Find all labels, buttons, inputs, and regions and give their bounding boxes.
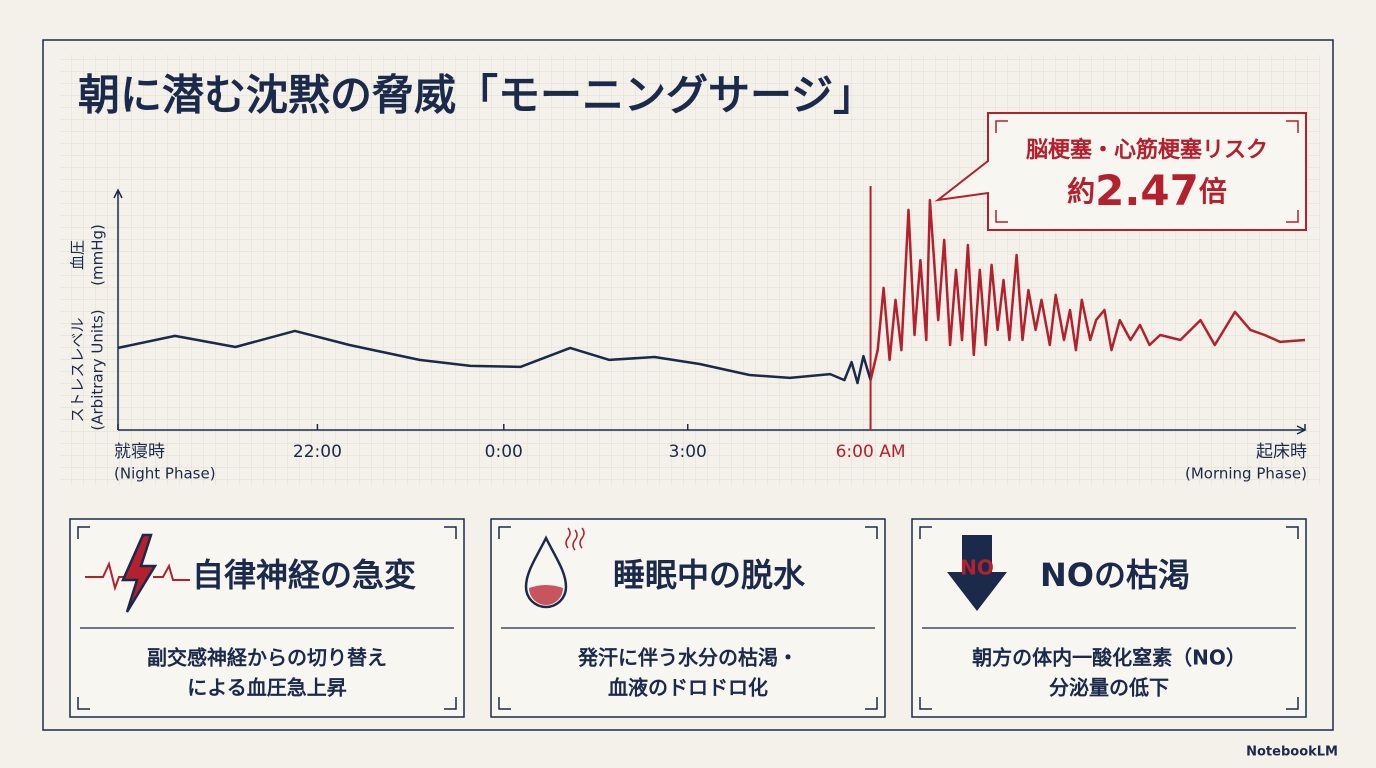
callout-value: 2.47 bbox=[1095, 166, 1199, 215]
card-corner bbox=[1286, 526, 1299, 539]
cards: 自律神経の急変副交感神経からの切り替えによる血圧急上昇睡眠中の脱水発汗に伴う水分… bbox=[69, 518, 1307, 718]
page-title: 朝に潜む沈黙の脅威「モーニングサージ」 bbox=[78, 71, 875, 120]
y-axis-label: 血圧 bbox=[69, 240, 87, 270]
x-tick-label: 起床時 bbox=[1256, 442, 1307, 462]
callout-prefix: 約 bbox=[1067, 175, 1095, 208]
steam-icon bbox=[565, 527, 585, 551]
down-arrow-icon bbox=[947, 535, 1007, 611]
card-corner bbox=[865, 697, 878, 710]
card-title: 睡眠中の脱水 bbox=[613, 556, 806, 594]
card-corner bbox=[865, 526, 878, 539]
y-axis-label: (mmHg) bbox=[89, 224, 107, 286]
data-line bbox=[869, 198, 1306, 381]
card-text: による血圧急上昇 bbox=[187, 676, 346, 700]
card-corner bbox=[919, 526, 932, 539]
frame bbox=[42, 39, 1334, 731]
card-corner bbox=[444, 526, 457, 539]
card-corner bbox=[919, 697, 932, 710]
card-box bbox=[490, 518, 886, 718]
card-text: 血液のドロドロ化 bbox=[608, 676, 768, 700]
card-corner bbox=[1286, 697, 1299, 710]
chart: 血圧 (mmHg) ストレスレベル (Arbitrary Units) 就寝時 (Nigh… bbox=[69, 112, 1307, 483]
card-text: 副交感神経からの切り替え bbox=[147, 646, 387, 670]
x-tick-label: 就寝時 bbox=[114, 441, 165, 462]
card-text: 朝方の体内一酸化窒素（NO） bbox=[972, 646, 1246, 670]
y-axis-label: ストレスレベル bbox=[69, 317, 87, 422]
callout-value: 約2.47倍 bbox=[1067, 166, 1227, 215]
card-corner bbox=[77, 697, 90, 710]
callout-corner bbox=[1286, 210, 1299, 223]
data-line bbox=[117, 329, 872, 385]
drop-icon bbox=[524, 535, 568, 609]
x-tick-sublabel: (Morning Phase) bbox=[1185, 465, 1307, 483]
card-corner bbox=[444, 697, 457, 710]
card-title: 自律神経の急変 bbox=[192, 556, 416, 594]
ecg-icon bbox=[85, 561, 190, 592]
callout-corner bbox=[1286, 120, 1299, 133]
x-tick-sublabel: (Night Phase) bbox=[114, 465, 216, 483]
drop-fill bbox=[529, 585, 563, 605]
callout-corner bbox=[995, 210, 1008, 223]
icon-label: NO bbox=[960, 556, 994, 580]
callout-suffix: 倍 bbox=[1199, 175, 1227, 208]
card-corner bbox=[77, 526, 90, 539]
brand: NotebookLM bbox=[1246, 745, 1338, 760]
x-tick-label: 0:00 bbox=[485, 442, 523, 462]
callout-title: 脳梗塞・心筋梗塞リスク bbox=[1026, 137, 1268, 163]
card-text: 発汗に伴う水分の枯渇・ bbox=[577, 646, 798, 670]
y-axis bbox=[113, 188, 123, 430]
card-text: 分泌量の低下 bbox=[1049, 676, 1169, 700]
x-tick-label: 3:00 bbox=[669, 442, 707, 462]
callout-corner bbox=[995, 120, 1008, 133]
card-corner bbox=[498, 526, 511, 539]
x-tick-label: 22:00 bbox=[293, 442, 342, 462]
y-axis-label: (Arbitrary Units) bbox=[89, 309, 107, 430]
callout-box bbox=[934, 112, 1307, 231]
card-title: NOの枯渇 bbox=[1040, 556, 1190, 594]
x-tick-label: 6:00 AM bbox=[836, 442, 906, 462]
card-corner bbox=[498, 697, 511, 710]
bolt-icon bbox=[121, 533, 158, 613]
